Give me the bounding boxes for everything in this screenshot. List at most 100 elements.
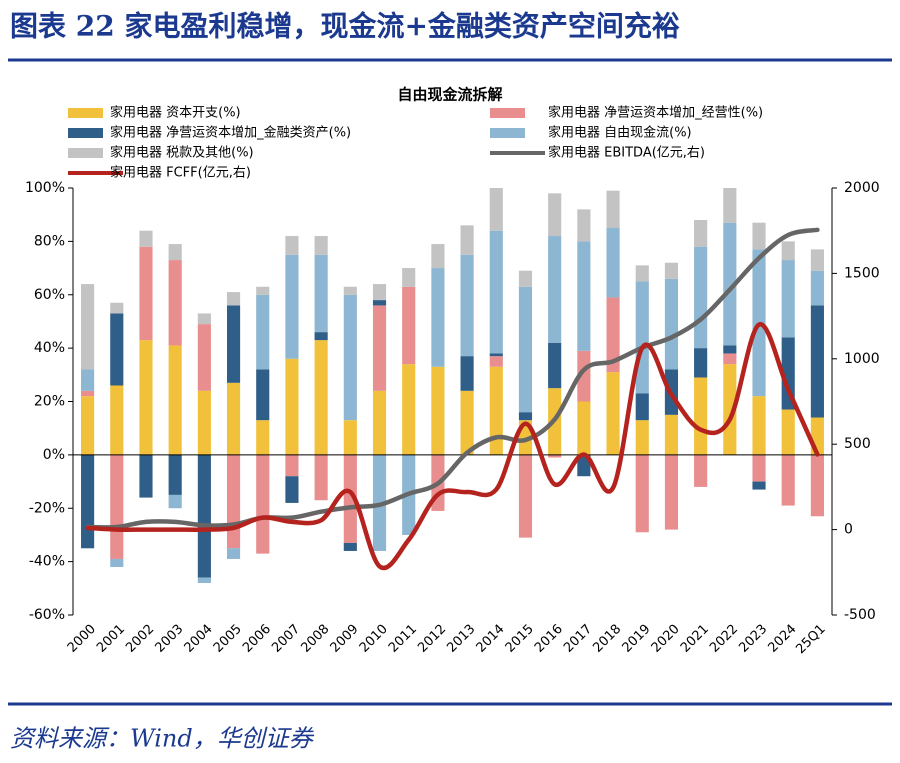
bar-segment <box>139 246 153 341</box>
bar-segment <box>810 270 824 306</box>
bar-segment <box>460 225 474 255</box>
legend-label: 家用电器 净营运资本增加_金融类资产(%) <box>110 125 351 141</box>
bar-segment <box>139 454 153 498</box>
bar-segment <box>752 396 766 455</box>
bar-segment <box>256 454 270 554</box>
legend-swatch <box>68 128 103 138</box>
bar-segment <box>489 366 503 455</box>
x-tick-label: 2012 <box>415 622 449 656</box>
x-tick-label: 2019 <box>620 622 654 656</box>
x-tick-label: 2002 <box>123 622 157 656</box>
bar-segment <box>781 409 795 455</box>
y2-tick-label: 0 <box>844 522 853 538</box>
y-tick-label: -60% <box>29 607 65 623</box>
bar-segment <box>694 246 708 349</box>
line-series <box>85 227 820 530</box>
x-tick-label: 2020 <box>649 622 683 656</box>
bar-segment <box>197 324 211 391</box>
bar-segment <box>723 222 737 346</box>
bar-segment <box>314 332 328 341</box>
bar-segment <box>548 342 562 389</box>
bar-segment <box>110 558 124 567</box>
bar-segment <box>226 382 241 455</box>
y2-tick-label: 500 <box>844 436 871 452</box>
bar-segment <box>810 454 824 517</box>
bar-segment <box>606 190 620 229</box>
bar-segment <box>197 454 211 578</box>
x-tick-label: 2001 <box>94 622 128 656</box>
bar-segment <box>635 265 649 282</box>
bar-segment <box>635 420 649 455</box>
bar-segment <box>577 350 591 402</box>
bar-segment <box>139 230 153 247</box>
bar-segment <box>110 454 124 559</box>
x-tick-label: 2007 <box>269 622 303 656</box>
bar-segment <box>314 454 328 501</box>
x-tick-label: 2014 <box>474 622 508 656</box>
x-tick-label: 25Q1 <box>793 622 828 657</box>
bar-segment <box>635 454 649 533</box>
bar-segment <box>664 454 679 530</box>
x-tick-label: 2023 <box>736 622 770 656</box>
x-tick-label: 2005 <box>211 622 245 656</box>
bar-segment <box>226 548 241 559</box>
legend-label: 家用电器 资本开支(%) <box>110 105 241 121</box>
bar-segment <box>226 454 241 549</box>
bar-segment <box>664 278 679 370</box>
bar-segment <box>635 281 649 394</box>
bar-segment <box>577 241 591 351</box>
bar-segment <box>694 220 708 247</box>
bar-segment <box>402 364 416 455</box>
x-tick-label: 2011 <box>386 622 420 656</box>
bar-segment <box>431 366 445 455</box>
bar-segment <box>285 476 299 503</box>
bar-segment <box>285 454 299 477</box>
x-tick-label: 2009 <box>328 622 362 656</box>
bar-segment <box>372 300 387 306</box>
bar-segment <box>723 345 737 354</box>
bar-segment <box>577 454 591 477</box>
bar-segment <box>139 340 153 455</box>
bar-segment <box>548 193 562 237</box>
bar-segment <box>314 236 328 255</box>
y-tick-label: 0% <box>43 447 65 463</box>
bar-segment <box>197 577 211 583</box>
x-tick-label: 2017 <box>561 622 595 656</box>
x-tick-label: 2000 <box>65 622 99 656</box>
bar-segment <box>635 393 649 421</box>
bar-segment <box>110 302 124 314</box>
bar-segment <box>168 260 182 346</box>
bar-segment <box>781 241 795 261</box>
bar-segment <box>372 390 387 455</box>
bar-segment <box>285 236 299 255</box>
bar-segment <box>460 254 474 357</box>
bar-segment <box>489 188 503 231</box>
bar-segment <box>372 305 387 391</box>
bar-segment <box>81 396 95 455</box>
x-tick-label: 2004 <box>182 622 216 656</box>
bar-segment <box>343 286 357 295</box>
bar-segment <box>489 353 503 357</box>
bar-segment <box>723 188 737 223</box>
bar-segment <box>314 340 328 455</box>
bar-segment <box>226 292 241 306</box>
bar-segment <box>402 286 416 365</box>
x-tick-label: 2022 <box>707 622 741 656</box>
bar-segment <box>694 454 708 487</box>
bar-segment <box>548 454 562 458</box>
bar-segment <box>285 254 299 359</box>
bar-segment <box>489 356 503 367</box>
bar-segment <box>343 294 357 421</box>
bar-segment <box>168 345 182 455</box>
y2-tick-label: 2000 <box>844 180 880 196</box>
bar-segment <box>577 401 591 455</box>
bar-segment <box>489 230 503 354</box>
legend-swatch <box>68 148 103 158</box>
chart-title: 自由现金流拆解 <box>397 86 502 104</box>
bar-segment <box>431 268 445 367</box>
bar-segment <box>81 454 95 549</box>
y2-tick-label: 1000 <box>844 351 880 367</box>
bar-segment <box>343 542 357 551</box>
bar-segment <box>197 390 211 455</box>
bar-segment <box>723 364 737 455</box>
